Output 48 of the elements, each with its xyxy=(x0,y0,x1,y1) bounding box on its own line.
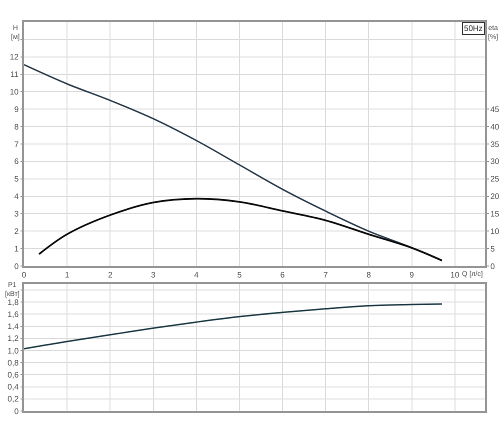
y2-tick-label: 25 xyxy=(490,174,500,184)
y-tick-label: 1,4 xyxy=(8,322,20,332)
x-tick-label: 4 xyxy=(194,270,200,280)
y-tick-label: 10 xyxy=(10,88,20,97)
y2-tick-label: 0 xyxy=(490,262,496,271)
y-tick-label: 7 xyxy=(14,140,20,149)
y2-tick-label: 35 xyxy=(490,140,500,149)
x-tick-label: 6 xyxy=(280,270,286,280)
y-tick-label: 0,4 xyxy=(8,382,20,392)
x-tick-label: 3 xyxy=(151,270,156,280)
y-tick-label: 5 xyxy=(14,174,20,184)
x-tick-label: 10 xyxy=(450,270,460,280)
y-tick-label: 3 xyxy=(14,210,20,218)
x-tick-label: 9 xyxy=(410,270,415,280)
x-tick-label: 2 xyxy=(108,270,113,280)
y-tick-label: 9 xyxy=(14,104,20,114)
y2-tick-label: 15 xyxy=(490,210,500,218)
y-tick-label: 0,2 xyxy=(8,394,20,404)
x-tick-label: 1 xyxy=(64,270,70,280)
y-tick-label: 8 xyxy=(14,122,20,132)
y-tick-label: 1,2 xyxy=(8,334,20,344)
y-tick-label: 2 xyxy=(14,226,20,236)
x-tick-label: 7 xyxy=(323,270,328,280)
annotation: 50Hz xyxy=(464,24,483,33)
y-tick-label: 11 xyxy=(10,70,20,80)
y-tick-label: 0 xyxy=(14,262,20,271)
y2-tick-label: 45 xyxy=(490,104,500,114)
line-series xyxy=(24,64,443,262)
y-tick-label: 0,8 xyxy=(8,358,20,368)
y2-tick-label: 10 xyxy=(490,226,500,236)
y-tick-label: 0,6 xyxy=(8,370,20,380)
y-tick-label: 0 xyxy=(14,406,20,416)
x-tick-label: 5 xyxy=(237,270,242,280)
x-tick-label: 8 xyxy=(366,270,372,280)
y-tick-label: 6 xyxy=(14,157,20,166)
line-series xyxy=(24,303,443,350)
y-tick-label: 1,6 xyxy=(8,310,20,320)
y2-tick-label: 30 xyxy=(490,157,500,166)
y-tick-label: 1,0 xyxy=(8,346,20,356)
y2-tick-label: 5 xyxy=(490,244,496,254)
y2-tick-label: 40 xyxy=(490,122,500,132)
y-tick-label: 1,8 xyxy=(8,298,20,307)
y2-tick-label: 20 xyxy=(490,192,500,202)
y-tick-label: 1 xyxy=(14,244,20,254)
y-tick-label: 12 xyxy=(10,52,20,62)
x-tick-label: 0 xyxy=(22,270,27,280)
y-tick-label: 4 xyxy=(14,192,20,202)
line-series xyxy=(38,198,443,262)
